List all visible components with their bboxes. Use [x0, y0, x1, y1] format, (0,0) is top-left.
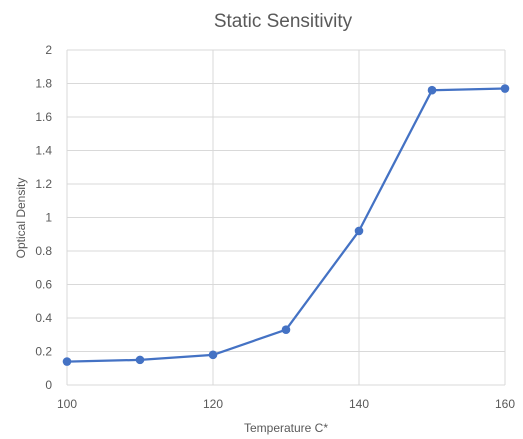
series-line: [65, 87, 507, 363]
x-tick-label: 160: [495, 397, 515, 411]
y-tick-label: 1.8: [35, 77, 52, 91]
chart-title: Static Sensitivity: [214, 11, 353, 32]
data-point: [62, 357, 72, 366]
data-point: [500, 84, 510, 93]
y-tick-label: 0.2: [35, 345, 52, 359]
data-point: [427, 85, 437, 95]
data-point: [208, 350, 218, 360]
x-axis-title: Temperature C*: [244, 421, 328, 435]
x-tick-label: 100: [57, 397, 77, 411]
data-point: [281, 325, 291, 335]
x-tick-label: 120: [203, 397, 223, 411]
series-group: [62, 84, 510, 366]
gridlines: [66, 49, 506, 386]
data-point: [135, 355, 145, 365]
x-tick-label: 140: [349, 397, 369, 411]
y-tick-label: 1.4: [35, 144, 52, 158]
y-tick-label: 1.6: [35, 110, 52, 124]
y-tick-label: 1: [45, 211, 52, 225]
y-tick-label: 0.8: [35, 244, 52, 258]
y-tick-label: 0: [45, 378, 52, 392]
y-tick-label: 1.2: [35, 177, 52, 191]
y-tick-label: 0.6: [35, 278, 52, 292]
y-tick-label: 2: [45, 43, 52, 57]
y-axis-title: Optical Density: [14, 178, 28, 259]
y-tick-label: 0.4: [35, 311, 52, 325]
data-point: [354, 226, 364, 236]
y-tick-labels: 0 0.2 0.4 0.6 0.8 1 1.2 1.4 1.6 1.8 2: [35, 43, 52, 392]
x-tick-labels: 100 120 140 160: [57, 397, 515, 411]
